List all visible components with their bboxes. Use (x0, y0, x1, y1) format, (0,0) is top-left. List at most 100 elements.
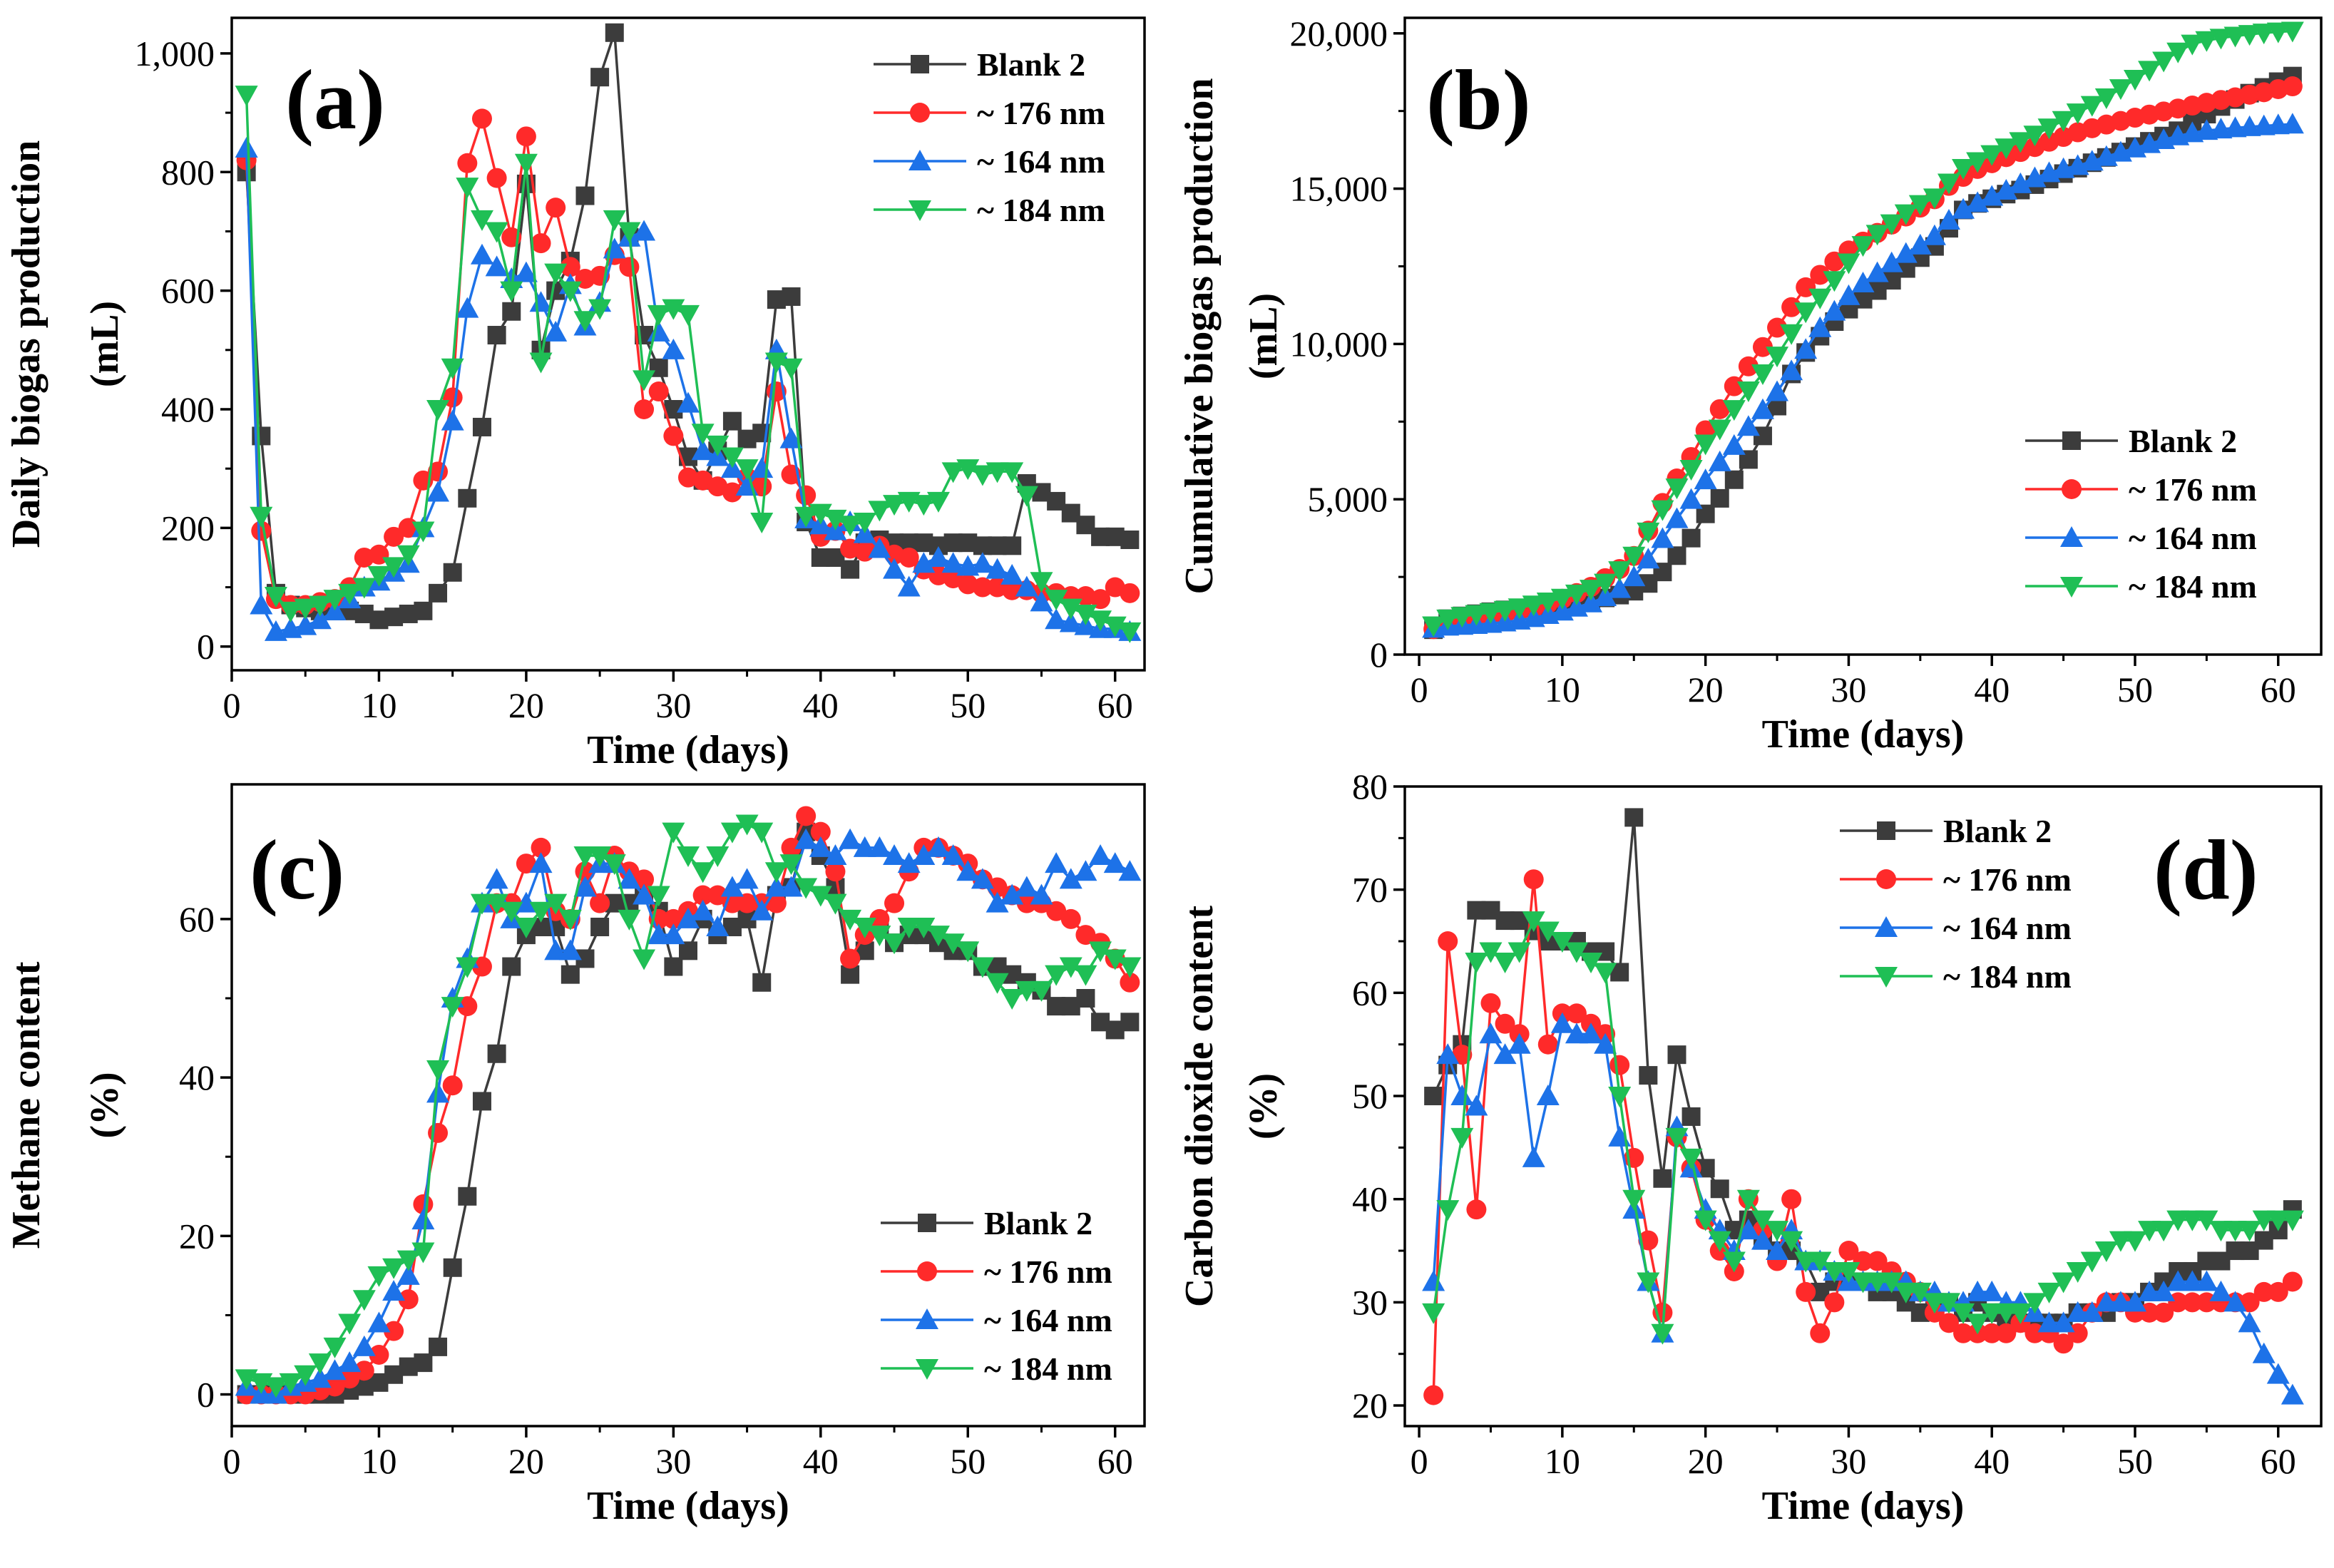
data-point (1076, 989, 1095, 1008)
data-point (1908, 195, 1932, 216)
data-point (441, 409, 464, 431)
data-point (750, 822, 774, 844)
data-point (1952, 1303, 1975, 1324)
data-point (1003, 536, 1022, 555)
data-point (1665, 478, 1689, 500)
data-point (1679, 459, 1703, 481)
data-point (1908, 233, 1932, 255)
data-point (1966, 1313, 1990, 1335)
data-point (1679, 488, 1703, 509)
x-tick-label: 50 (2117, 1441, 2153, 1481)
data-point (2195, 31, 2218, 52)
data-point (470, 210, 493, 231)
data-point (912, 918, 936, 938)
data-point (1479, 1023, 1503, 1044)
data-point (573, 876, 597, 897)
data-point (794, 506, 818, 528)
data-point (1710, 1179, 1729, 1199)
x-tick-label: 40 (1974, 670, 2010, 709)
data-point (2266, 1363, 2290, 1384)
data-point (1651, 1323, 1674, 1345)
y-axis-label: (%) (83, 1072, 127, 1138)
legend-marker (908, 200, 931, 221)
data-point (2223, 1221, 2247, 1242)
y-axis-label: (mL) (1242, 293, 1286, 379)
data-point (691, 439, 715, 461)
data-point (1738, 356, 1759, 376)
data-point (1059, 957, 1082, 978)
data-point (1000, 563, 1024, 585)
data-point (779, 427, 803, 449)
y-tick-label: 0 (1370, 635, 1388, 675)
legend-marker (2062, 479, 2082, 499)
data-point (1966, 1280, 1990, 1301)
data-point (1751, 364, 1774, 385)
data-point (647, 304, 670, 326)
legend-label: Blank 2 (1943, 813, 2052, 849)
plot-area (1422, 808, 2304, 1405)
y-tick-label: 200 (161, 508, 215, 548)
data-point (1508, 598, 1531, 620)
data-point (868, 836, 891, 857)
data-point (414, 1353, 433, 1373)
data-point (1736, 415, 1760, 436)
data-point (1493, 600, 1517, 622)
x-tick-label: 60 (2261, 1441, 2296, 1481)
data-point (971, 552, 994, 573)
data-point (1794, 338, 1818, 359)
data-point (1923, 224, 1946, 245)
series-nm176 (1423, 76, 2303, 640)
data-point (1995, 1303, 2018, 1324)
legend-marker (911, 55, 929, 73)
data-point (1982, 1323, 2002, 1343)
data-point (1594, 1032, 1617, 1054)
data-point (868, 537, 891, 558)
legend-marker (910, 103, 930, 123)
data-point (2037, 1282, 2061, 1303)
data-point (706, 846, 730, 867)
data-point (1045, 965, 1068, 986)
data-point (294, 614, 317, 635)
data-point (1810, 1323, 1831, 1343)
data-point (2181, 1210, 2204, 1231)
data-point (1694, 434, 1717, 456)
data-point (1966, 191, 1990, 212)
data-point (1653, 1169, 1672, 1188)
data-point (883, 558, 906, 579)
data-point (926, 926, 950, 947)
data-point (1996, 1323, 2017, 1343)
data-point (1522, 595, 1545, 617)
data-point (2282, 76, 2303, 97)
data-point (1089, 844, 1112, 865)
data-point (1622, 565, 1646, 587)
data-point (1015, 980, 1038, 1002)
data-point (2066, 1301, 2089, 1322)
data-point (1508, 942, 1531, 963)
legend-marker (916, 1308, 938, 1329)
legend: Blank 2 ~ 176 nm ~ 164 nm ~ 184 nm (874, 46, 1105, 228)
data-point (1030, 883, 1053, 905)
data-point (1565, 942, 1588, 963)
data-point (2080, 1251, 2104, 1273)
series-nm184 (1422, 21, 2304, 637)
data-point (2138, 61, 2161, 82)
data-point (633, 220, 656, 241)
legend-marker (918, 1214, 936, 1232)
data-point (677, 304, 700, 326)
data-point (426, 400, 450, 421)
data-point (1118, 860, 1142, 881)
y-axis-label: Cumulative biogas production (1177, 78, 1222, 595)
data-point (456, 957, 479, 978)
data-point (2252, 1210, 2276, 1231)
data-point (1851, 236, 1875, 257)
data-point (456, 297, 479, 318)
data-point (810, 821, 831, 842)
series-nm164 (1422, 1012, 2304, 1405)
data-point (603, 854, 626, 876)
data-point (722, 482, 742, 503)
x-tick-label: 50 (950, 685, 986, 725)
data-point (1651, 500, 1674, 521)
data-point (2166, 1210, 2190, 1231)
data-point (2281, 21, 2304, 43)
data-point (472, 417, 491, 436)
